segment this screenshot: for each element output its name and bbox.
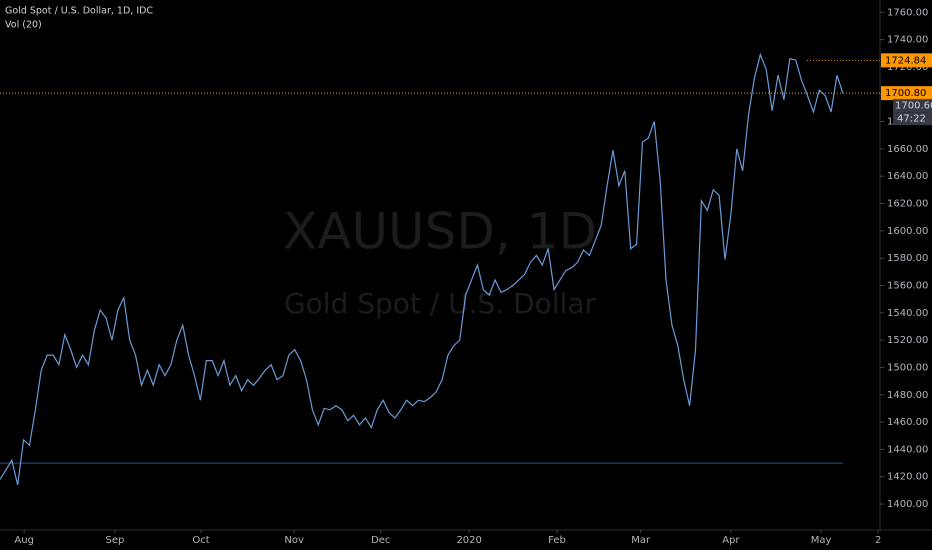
y-tick-label: 1420.00 xyxy=(887,472,928,483)
price-line xyxy=(0,52,844,486)
watermark: XAUUSD, 1D xyxy=(283,203,597,261)
x-tick-label: Sep xyxy=(106,535,125,546)
legend-volume: Vol (20) xyxy=(5,20,42,31)
watermark-subtitle: Gold Spot / U.S. Dollar xyxy=(284,287,597,320)
y-tick-label: 1400.00 xyxy=(887,499,928,510)
last-price-box xyxy=(881,86,932,101)
y-tick-label: 1560.00 xyxy=(887,280,928,291)
y-tick-label: 1460.00 xyxy=(887,417,928,428)
y-tick-label: 1480.00 xyxy=(887,390,928,401)
legend-title: Gold Spot / U.S. Dollar, 1D, IDC xyxy=(5,6,153,17)
countdown-box xyxy=(893,112,932,126)
bid-price-box xyxy=(893,99,932,113)
y-tick-label: 1540.00 xyxy=(887,308,928,319)
last-price-label: 1700.80 xyxy=(885,88,926,99)
y-tick-label: 1600.00 xyxy=(887,226,928,237)
x-tick-label: Apr xyxy=(722,535,740,546)
y-tick-label: 1720.00 xyxy=(887,62,928,73)
x-tick-label: Nov xyxy=(284,535,304,546)
high-price-label: 1724.84 xyxy=(885,55,926,66)
x-tick-label: 2 xyxy=(875,535,881,546)
x-tick-label: Mar xyxy=(631,535,651,546)
x-tick-label: Feb xyxy=(548,535,566,546)
x-tick-label: Oct xyxy=(192,535,209,546)
x-tick-label: Aug xyxy=(14,535,34,546)
y-tick-label: 1740.00 xyxy=(887,35,928,46)
high-price-box xyxy=(881,53,932,68)
y-tick-label: 1500.00 xyxy=(887,362,928,373)
y-tick-label: 1520.00 xyxy=(887,335,928,346)
x-tick-label: May xyxy=(811,535,832,546)
y-tick-label: 1760.00 xyxy=(887,7,928,18)
y-tick-label: 1580.00 xyxy=(887,253,928,264)
bid-price-label: 1700.60 xyxy=(895,101,932,112)
x-tick-label: Dec xyxy=(371,535,390,546)
countdown-label: 47:22 xyxy=(897,114,926,125)
y-tick-label: 1620.00 xyxy=(887,199,928,210)
x-tick-label: 2020 xyxy=(456,535,481,546)
y-tick-label: 1640.00 xyxy=(887,171,928,182)
y-tick-label: 1660.00 xyxy=(887,144,928,155)
y-tick-label: 1440.00 xyxy=(887,444,928,455)
